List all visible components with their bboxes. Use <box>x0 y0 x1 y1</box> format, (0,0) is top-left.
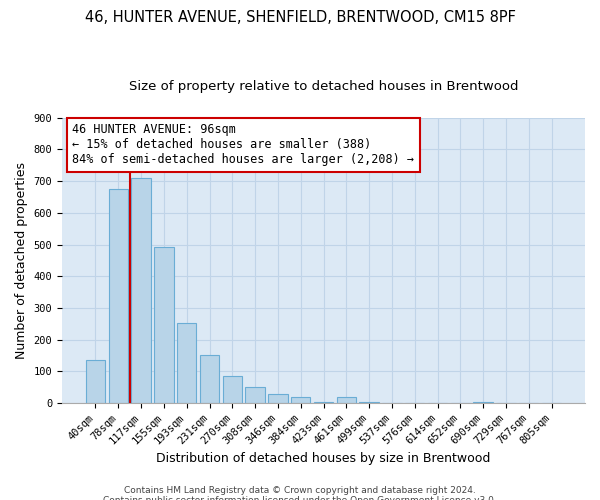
Bar <box>268 394 287 403</box>
Text: 46 HUNTER AVENUE: 96sqm
← 15% of detached houses are smaller (388)
84% of semi-d: 46 HUNTER AVENUE: 96sqm ← 15% of detache… <box>73 124 415 166</box>
Bar <box>473 402 493 403</box>
Text: 46, HUNTER AVENUE, SHENFIELD, BRENTWOOD, CM15 8PF: 46, HUNTER AVENUE, SHENFIELD, BRENTWOOD,… <box>85 10 515 25</box>
Bar <box>200 354 219 403</box>
Title: Size of property relative to detached houses in Brentwood: Size of property relative to detached ho… <box>129 80 518 93</box>
Bar <box>245 386 265 403</box>
Bar <box>291 397 310 403</box>
Text: Contains public sector information licensed under the Open Government Licence v3: Contains public sector information licen… <box>103 496 497 500</box>
Bar <box>223 376 242 403</box>
Bar <box>359 402 379 403</box>
Bar <box>86 360 105 403</box>
Bar <box>337 397 356 403</box>
Text: Contains HM Land Registry data © Crown copyright and database right 2024.: Contains HM Land Registry data © Crown c… <box>124 486 476 495</box>
Bar <box>154 247 173 403</box>
Bar <box>177 323 196 403</box>
Bar <box>314 402 333 403</box>
Bar <box>131 178 151 403</box>
Y-axis label: Number of detached properties: Number of detached properties <box>15 162 28 359</box>
Bar <box>109 189 128 403</box>
X-axis label: Distribution of detached houses by size in Brentwood: Distribution of detached houses by size … <box>157 452 491 465</box>
